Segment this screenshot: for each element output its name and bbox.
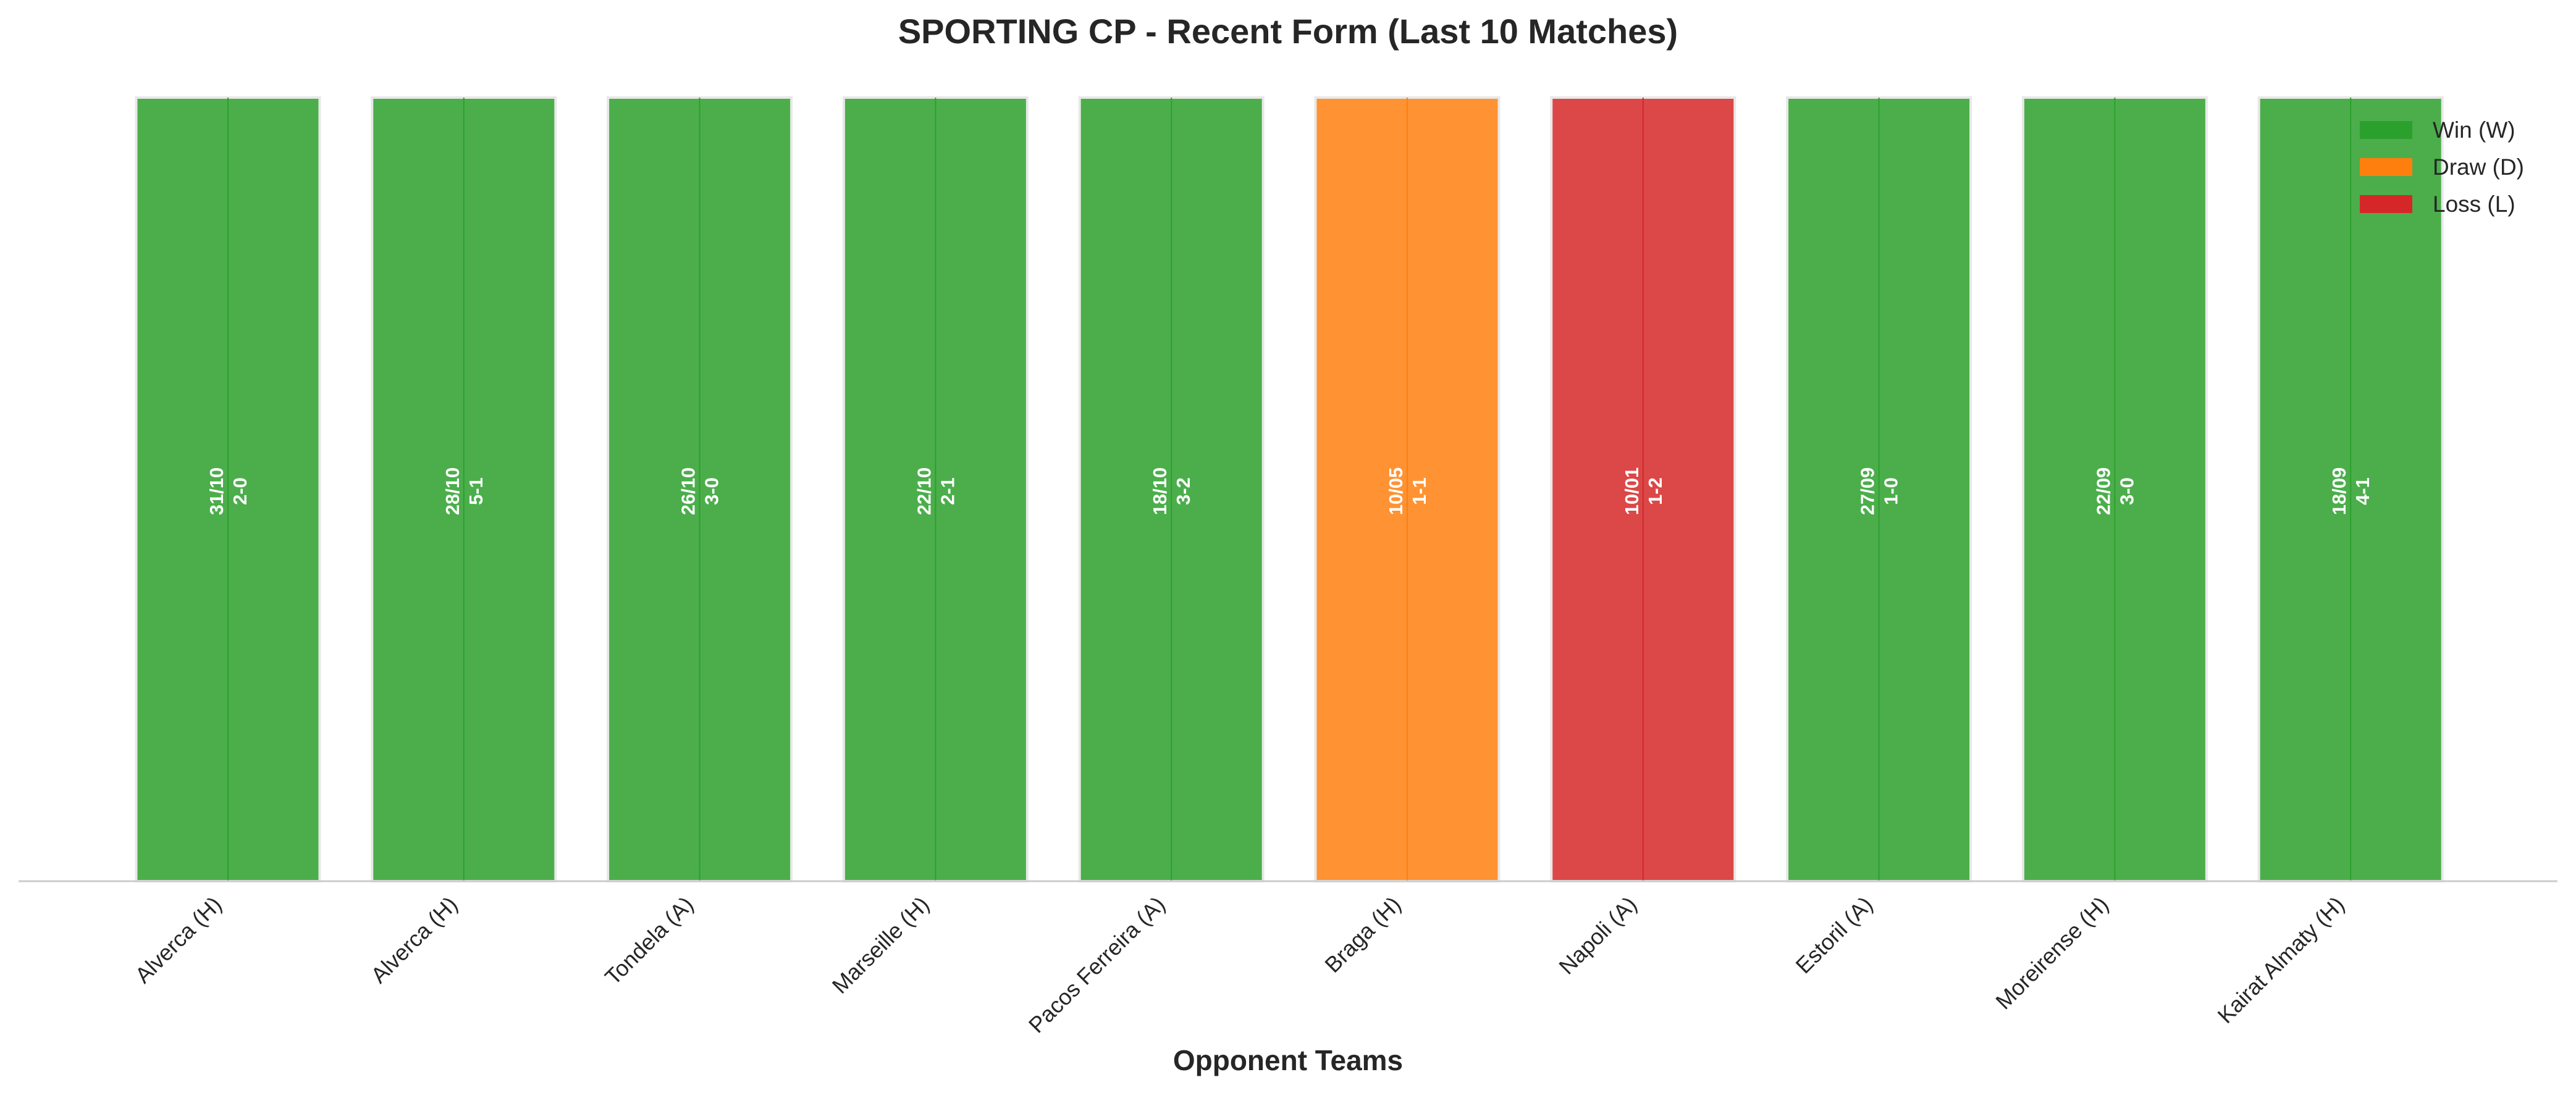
x-tick-label: Moreirense (H) — [1990, 892, 2113, 1015]
bar-score-label: 4-1 — [2352, 477, 2373, 505]
legend-swatch — [2360, 121, 2412, 139]
x-tick-label: Estoril (A) — [1791, 892, 1878, 979]
x-tick-label: Pacos Ferreira (A) — [1024, 892, 1170, 1038]
bar-data-label: 22/102-1 — [913, 467, 958, 516]
bar-date-label: 10/01 — [1621, 467, 1643, 516]
x-tick-label: Alverca (H) — [130, 892, 226, 988]
x-axis-label: Opponent Teams — [1173, 1044, 1403, 1076]
bar-score-label: 1-1 — [1408, 477, 1430, 505]
bar-score-label: 5-1 — [465, 477, 487, 505]
x-tick-label: Alverca (H) — [366, 892, 462, 988]
bar-data-label: 31/102-0 — [206, 467, 251, 516]
bar-data-label: 22/093-0 — [2092, 467, 2137, 516]
legend-label: Draw (D) — [2433, 154, 2524, 180]
bar-date-label: 22/09 — [2092, 467, 2114, 516]
bar-score-label: 1-0 — [1880, 477, 1902, 505]
bar-data-label: 26/103-0 — [678, 467, 723, 516]
bar-date-label: 26/10 — [678, 467, 699, 516]
legend-label: Loss (L) — [2433, 191, 2515, 217]
bar-data-label: 28/105-1 — [442, 467, 487, 516]
bar-date-label: 28/10 — [442, 467, 463, 516]
bar-score-label: 2-1 — [937, 477, 958, 505]
bar-score-label: 3-0 — [701, 477, 723, 505]
bar-data-label: 27/091-0 — [1857, 467, 1902, 516]
bar-score-label: 3-0 — [2116, 477, 2137, 505]
legend-swatch — [2360, 195, 2412, 213]
bar-data-label: 10/011-2 — [1621, 467, 1666, 516]
bar-date-label: 18/09 — [2328, 467, 2350, 516]
bar-date-label: 22/10 — [913, 467, 935, 516]
legend: Win (W) Draw (D) Loss (L) — [2360, 117, 2524, 217]
bar-data-label: 10/051-1 — [1385, 467, 1430, 516]
bar-date-label: 31/10 — [206, 467, 227, 516]
bar-data-label: 18/103-2 — [1149, 467, 1194, 516]
bar-score-label: 2-0 — [229, 477, 251, 505]
x-tick-label: Braga (H) — [1320, 892, 1405, 978]
legend-swatch — [2360, 158, 2412, 176]
legend-label: Win (W) — [2433, 117, 2515, 143]
bar-date-label: 18/10 — [1149, 467, 1171, 516]
x-tick-label: Marseille (H) — [827, 892, 934, 999]
bar-date-label: 27/09 — [1857, 467, 1879, 516]
x-tick-labels: Alverca (H) Alverca (H) Tondela (A) Marseil… — [130, 892, 2349, 1038]
bar-data-label: 18/094-1 — [2328, 467, 2373, 516]
x-tick-label: Tondela (A) — [600, 892, 698, 990]
bar-score-label: 1-2 — [1644, 477, 1666, 505]
bar-date-label: 10/05 — [1385, 467, 1407, 516]
bar-score-label: 3-2 — [1172, 477, 1194, 505]
x-tick-label: Napoli (A) — [1554, 892, 1641, 979]
bars-group: 31/102-0 28/105-1 26/103-0 22/102-1 18/103-2… — [135, 96, 2444, 882]
x-tick-label: Kairat Almaty (H) — [2212, 892, 2349, 1028]
chart-title: SPORTING CP - Recent Form (Last 10 Match… — [898, 12, 1678, 51]
